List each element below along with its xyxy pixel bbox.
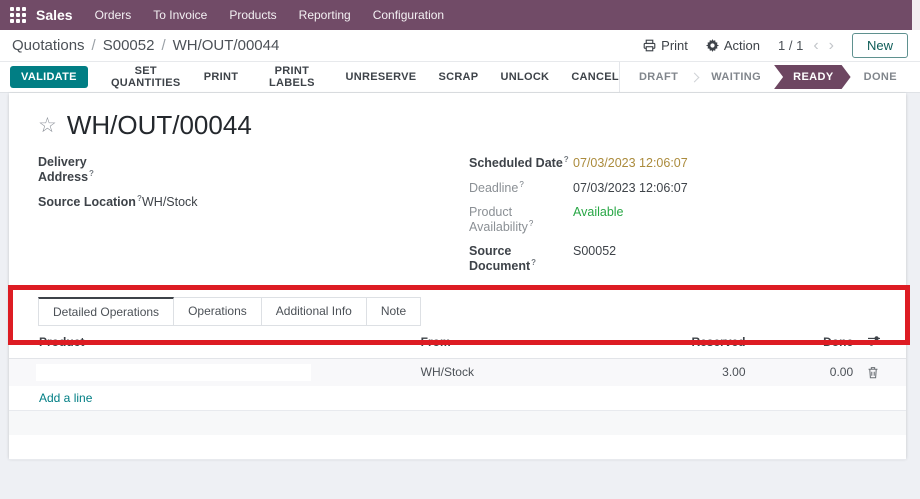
empty-stripe-row bbox=[9, 410, 906, 435]
add-a-line-link[interactable]: Add a line bbox=[39, 390, 93, 405]
pager-next-icon[interactable]: › bbox=[828, 36, 834, 54]
menu-reporting[interactable]: Reporting bbox=[298, 8, 351, 22]
empty-row bbox=[9, 434, 906, 461]
print-action-button[interactable]: PRINT bbox=[204, 66, 239, 88]
source-location-label: Source Location? bbox=[38, 194, 142, 210]
column-product[interactable]: Product bbox=[9, 325, 413, 359]
validate-button[interactable]: VALIDATE bbox=[10, 66, 88, 88]
notebook-tabs: Detailed Operations Operations Additiona… bbox=[38, 296, 906, 326]
table-row[interactable]: WH/Stock 3.00 0.00 bbox=[9, 358, 906, 386]
pager-prev-icon[interactable]: ‹ bbox=[813, 36, 819, 54]
favorite-star-icon[interactable]: ☆ bbox=[38, 114, 57, 137]
breadcrumb-s00052[interactable]: S00052 bbox=[102, 37, 155, 54]
help-icon: ? bbox=[531, 258, 537, 268]
status-ready-active[interactable]: READY bbox=[774, 65, 851, 89]
scrap-button[interactable]: SCRAP bbox=[438, 66, 478, 88]
tab-operations[interactable]: Operations bbox=[174, 296, 262, 326]
column-from[interactable]: From bbox=[412, 325, 637, 359]
from-cell[interactable]: WH/Stock bbox=[412, 358, 637, 386]
product-availability-value: Available bbox=[573, 205, 624, 220]
scrollbar-gutter bbox=[912, 0, 920, 30]
page-title: WH/OUT/00044 bbox=[66, 110, 252, 140]
delivery-address-label: Delivery Address? bbox=[38, 155, 94, 185]
help-icon: ? bbox=[528, 219, 534, 229]
breadcrumb: Quotations / S00052 / WH/OUT/00044 bbox=[12, 37, 279, 54]
tab-additional-info[interactable]: Additional Info bbox=[261, 296, 367, 326]
print-button[interactable]: Print bbox=[643, 38, 688, 53]
deadline-label: Deadline? bbox=[469, 180, 524, 196]
new-button[interactable]: New bbox=[851, 33, 908, 58]
printer-icon bbox=[643, 39, 656, 52]
table-header-row: Product From Reserved Done bbox=[9, 325, 906, 359]
tab-note[interactable]: Note bbox=[366, 296, 422, 326]
product-cell-input[interactable] bbox=[36, 363, 311, 381]
help-icon: ? bbox=[136, 194, 142, 204]
menu-orders[interactable]: Orders bbox=[94, 8, 132, 22]
action-label: Action bbox=[723, 38, 761, 53]
menu-to-invoice[interactable]: To Invoice bbox=[153, 8, 208, 22]
menu-configuration[interactable]: Configuration bbox=[372, 8, 445, 22]
tab-detailed-operations[interactable]: Detailed Operations bbox=[38, 296, 175, 326]
gear-icon bbox=[705, 39, 719, 52]
content-area: ☆ WH/OUT/00044 Delivery Address? Source … bbox=[0, 93, 920, 499]
action-menu-button[interactable]: Action bbox=[705, 38, 761, 53]
product-availability-label: Product Availability? bbox=[469, 205, 534, 235]
help-icon: ? bbox=[89, 169, 94, 178]
form-sheet: ☆ WH/OUT/00044 Delivery Address? Source … bbox=[9, 93, 906, 461]
app-name[interactable]: Sales bbox=[36, 7, 73, 23]
column-done[interactable]: Done bbox=[753, 325, 862, 359]
cancel-button[interactable]: CANCEL bbox=[571, 66, 619, 88]
delete-row-icon[interactable] bbox=[867, 366, 879, 379]
status-pipeline: DRAFT WAITING READY DONE bbox=[618, 62, 910, 92]
menu-products[interactable]: Products bbox=[229, 8, 277, 22]
status-done[interactable]: DONE bbox=[863, 71, 897, 83]
add-line-row: Add a line bbox=[9, 385, 906, 412]
column-reserved[interactable]: Reserved bbox=[636, 325, 754, 359]
breadcrumb-quotations[interactable]: Quotations bbox=[12, 37, 85, 54]
print-labels-button[interactable]: PRINT LABELS bbox=[260, 60, 323, 94]
top-navbar: Sales Orders To Invoice Products Reporti… bbox=[0, 0, 920, 30]
help-icon: ? bbox=[519, 180, 524, 190]
optional-columns-icon[interactable] bbox=[867, 335, 881, 347]
print-label: Print bbox=[661, 38, 688, 53]
scheduled-date-value[interactable]: 07/03/2023 12:06:07 bbox=[573, 156, 688, 171]
status-waiting[interactable]: WAITING bbox=[711, 71, 762, 83]
apps-menu-icon[interactable] bbox=[10, 7, 26, 23]
pager-counter: 1 / 1 bbox=[778, 38, 804, 53]
reserved-cell[interactable]: 3.00 bbox=[636, 358, 754, 386]
done-cell[interactable]: 0.00 bbox=[753, 358, 862, 386]
operations-table: Product From Reserved Done WH/Stock bbox=[9, 325, 906, 461]
unreserve-button[interactable]: UNRESERVE bbox=[345, 66, 416, 88]
unlock-button[interactable]: UNLOCK bbox=[500, 66, 549, 88]
scheduled-date-label: Scheduled Date? bbox=[469, 155, 569, 171]
deadline-value: 07/03/2023 12:06:07 bbox=[573, 181, 688, 196]
help-icon: ? bbox=[563, 155, 569, 164]
set-quantities-button[interactable]: SET QUANTITIES bbox=[110, 60, 182, 94]
source-location-value[interactable]: WH/Stock bbox=[142, 195, 198, 210]
record-action-bar: VALIDATE SET QUANTITIES PRINT PRINT LABE… bbox=[0, 62, 920, 93]
breadcrumb-separator: / bbox=[91, 37, 96, 54]
field-group: Delivery Address? Source Location? WH/St… bbox=[9, 147, 906, 284]
source-document-value[interactable]: S00052 bbox=[573, 244, 617, 259]
breadcrumb-current: WH/OUT/00044 bbox=[172, 37, 280, 54]
source-document-label: Source Document? bbox=[469, 244, 537, 274]
breadcrumb-separator: / bbox=[161, 37, 166, 54]
record-pager: 1 / 1 ‹ › bbox=[778, 36, 834, 54]
breadcrumb-bar: Quotations / S00052 / WH/OUT/00044 Print… bbox=[0, 30, 920, 62]
status-draft[interactable]: DRAFT bbox=[638, 71, 679, 83]
